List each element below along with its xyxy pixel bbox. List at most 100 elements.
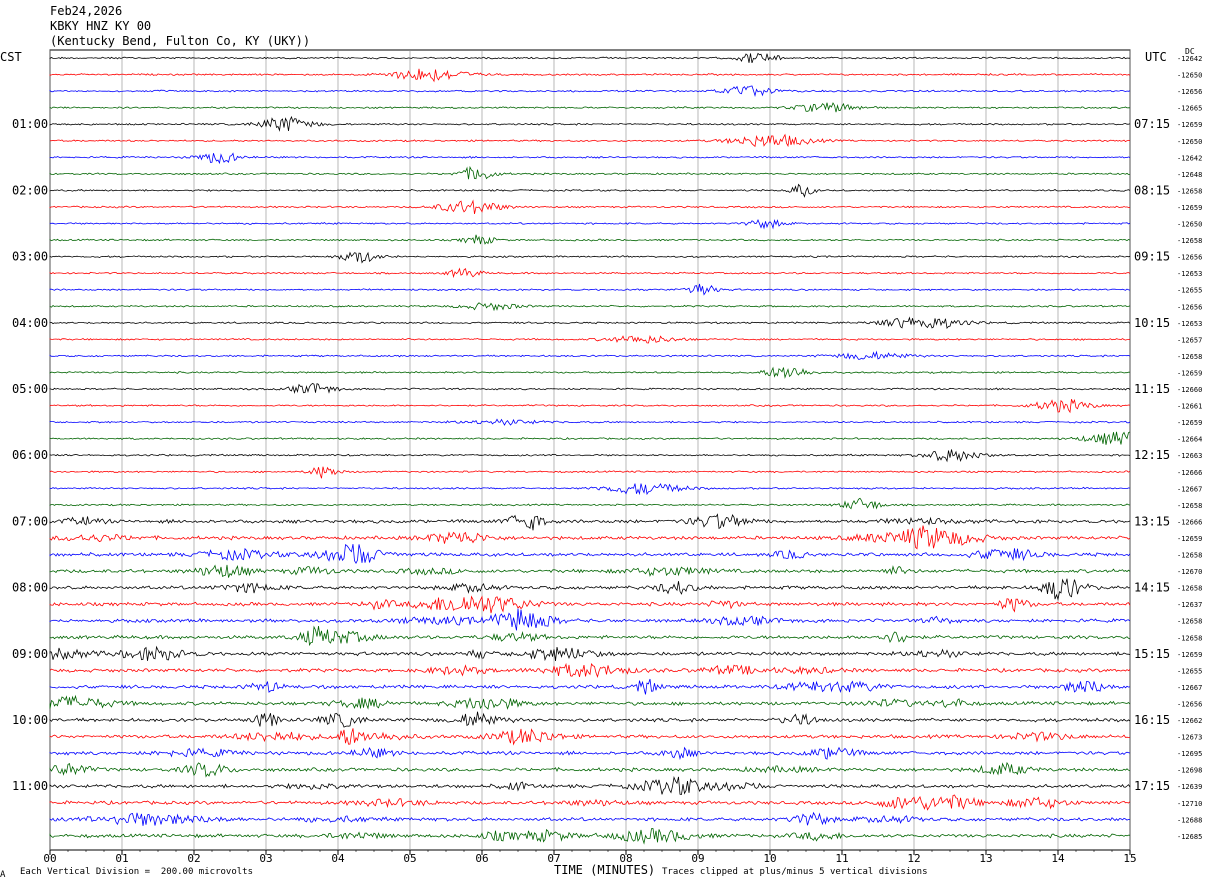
trace-46: [49, 811, 1131, 826]
left-time-label: 06:00: [12, 448, 48, 462]
corner-mark: A: [0, 870, 6, 880]
trace-32: [49, 578, 1131, 601]
trace-20: [49, 383, 1131, 395]
dc-offset-label: -12658: [1177, 552, 1202, 560]
dc-offset-label: -12698: [1177, 767, 1202, 775]
left-time-label: 05:00: [12, 382, 48, 396]
trace-28: [49, 513, 1131, 531]
dc-offset-label: -12667: [1177, 485, 1202, 493]
right-time-label: 08:15: [1134, 183, 1170, 197]
trace-16: [49, 316, 1131, 330]
right-time-label: 12:15: [1134, 448, 1170, 462]
trace-44: [49, 775, 1131, 795]
trace-37: [49, 662, 1131, 678]
trace-41: [49, 728, 1130, 746]
dc-offset-label: -12665: [1177, 105, 1202, 113]
right-time-label: 09:15: [1134, 250, 1170, 264]
x-tick-label: 15: [1123, 852, 1136, 865]
trace-36: [49, 645, 1131, 662]
x-tick-label: 13: [979, 852, 992, 865]
dc-offset-label: -12657: [1177, 336, 1202, 344]
dc-offset-label: -12695: [1177, 750, 1202, 758]
trace-22: [49, 418, 1131, 426]
cst-label: CST: [0, 50, 22, 64]
trace-18: [49, 350, 1131, 360]
dc-offset-label: -12650: [1177, 72, 1202, 80]
dc-offset-label: -12637: [1177, 601, 1202, 609]
trace-10: [49, 218, 1131, 230]
trace-25: [49, 466, 1131, 479]
dc-offset-label: -12664: [1177, 436, 1202, 444]
grid: [49, 49, 1131, 855]
right-time-label: 07:15: [1134, 117, 1170, 131]
dc-offset-label: -12659: [1177, 121, 1202, 129]
dc-offset-label: -12661: [1177, 403, 1202, 411]
trace-15: [49, 302, 1131, 312]
dc-offset-label: -12659: [1177, 535, 1202, 543]
trace-45: [49, 794, 1131, 811]
trace-12: [49, 251, 1131, 264]
trace-39: [49, 694, 1131, 710]
dc-offset-label: -12658: [1177, 502, 1202, 510]
trace-35: [49, 625, 1131, 647]
trace-6: [49, 152, 1131, 165]
left-time-label: 07:00: [12, 514, 48, 528]
trace-11: [49, 234, 1131, 245]
dc-offset-label: -12662: [1177, 717, 1202, 725]
trace-43: [49, 761, 1131, 778]
x-tick-label: 09: [691, 852, 704, 865]
x-tick-label: 05: [403, 852, 416, 865]
dc-offset-label: -12650: [1177, 138, 1202, 146]
trace-5: [49, 133, 1131, 148]
trace-40: [49, 711, 1131, 728]
dc-offset-label: -12648: [1177, 171, 1202, 179]
x-tick-label: 01: [115, 852, 128, 865]
dc-offset-label: -12659: [1177, 419, 1202, 427]
trace-4: [49, 115, 1131, 132]
dc-offset-label: -12659: [1177, 204, 1202, 212]
dc-offset-label: -12663: [1177, 452, 1202, 460]
trace-0: [49, 52, 1130, 64]
dc-offset-label: -12685: [1177, 833, 1202, 841]
dc-offset-label: -12659: [1177, 369, 1202, 377]
trace-24: [49, 449, 1131, 463]
x-tick-label: 06: [475, 852, 488, 865]
trace-8: [49, 183, 1131, 198]
left-time-label: 10:00: [12, 713, 48, 727]
dc-offset-label: -12658: [1177, 634, 1202, 642]
dc-offset-label: -12658: [1177, 187, 1202, 195]
clip-note: Traces clipped at plus/minus 5 vertical …: [662, 867, 928, 877]
trace-31: [49, 564, 1131, 578]
utc-label: UTC: [1145, 50, 1167, 64]
dc-offset-label: -12658: [1177, 353, 1202, 361]
right-time-label: 14:15: [1134, 581, 1170, 595]
left-time-label: 11:00: [12, 779, 48, 793]
dc-offset-label: -12660: [1177, 386, 1202, 394]
left-time-label: 03:00: [12, 250, 48, 264]
dc-offset-label: -12670: [1177, 568, 1202, 576]
trace-13: [49, 267, 1131, 279]
location-label: (Kentucky Bend, Fulton Co, KY (UKY)): [50, 34, 311, 48]
dc-offset-label: -12710: [1177, 800, 1202, 808]
right-time-label: 16:15: [1134, 713, 1170, 727]
dc-offset-label: -12653: [1177, 320, 1202, 328]
dc-offset-label: -12658: [1177, 237, 1202, 245]
dc-offset-label: -12655: [1177, 667, 1202, 675]
x-tick-label: 14: [1051, 852, 1065, 865]
dc-offset-label: -12642: [1177, 55, 1202, 63]
dc-offset-label: -12666: [1177, 469, 1202, 477]
scale-note: Each Vertical Division = 200.00 microvol…: [20, 867, 253, 877]
trace-34: [49, 608, 1131, 631]
right-time-label: 15:15: [1134, 647, 1170, 661]
x-tick-label: 00: [43, 852, 56, 865]
plot-frame: [49, 49, 1131, 851]
labels: 00 01 02 03 04 05 06 07 08 09 10 11 12 13 14 15 -12642 -1…: [12, 55, 1202, 865]
dc-offset-label: -12653: [1177, 270, 1202, 278]
left-time-label: 04:00: [12, 316, 48, 330]
dc-offset-label: -12659: [1177, 651, 1202, 659]
left-time-label: 02:00: [12, 183, 48, 197]
dc-offset-label: -12658: [1177, 585, 1202, 593]
trace-33: [49, 595, 1131, 614]
dc-offset-label: -12673: [1177, 734, 1202, 742]
